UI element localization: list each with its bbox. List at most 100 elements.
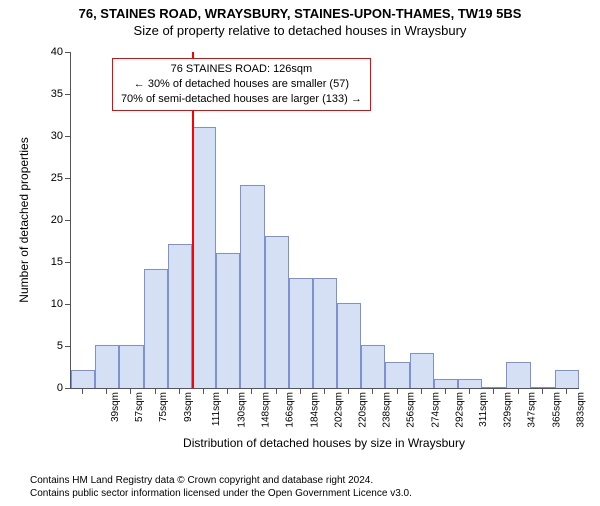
x-tick — [130, 388, 131, 394]
y-tick-label: 15 — [35, 256, 63, 268]
bar — [506, 362, 530, 388]
bar-slot — [506, 52, 530, 388]
x-tick-label: 220sqm — [358, 392, 369, 428]
y-tick — [65, 388, 71, 389]
bar-slot — [71, 52, 95, 388]
x-tick-label: 93sqm — [183, 392, 194, 422]
x-tick-label: 256sqm — [406, 392, 417, 428]
bar — [265, 236, 289, 388]
x-tick — [469, 388, 470, 394]
x-tick-label: 111sqm — [211, 392, 222, 426]
bar — [95, 345, 119, 388]
x-tick-label: 383sqm — [575, 392, 586, 428]
x-axis-label: Distribution of detached houses by size … — [70, 436, 578, 450]
y-tick — [65, 304, 71, 305]
x-tick — [155, 388, 156, 394]
plot-area: 051015202530354076 STAINES ROAD: 126sqm←… — [70, 52, 579, 389]
x-tick-label: 148sqm — [261, 392, 272, 428]
x-tick-label: 311sqm — [478, 392, 489, 427]
x-tick — [397, 388, 398, 394]
x-tick-label: 365sqm — [551, 392, 562, 428]
x-tick — [372, 388, 373, 394]
bar-slot — [385, 52, 409, 388]
x-tick-label: 39sqm — [110, 392, 121, 422]
x-tick-label: 347sqm — [527, 392, 538, 428]
attribution-line-1: Contains HM Land Registry data © Crown c… — [30, 474, 412, 487]
x-tick-label: 57sqm — [134, 392, 145, 422]
x-tick-label: 274sqm — [430, 392, 441, 428]
x-tick — [493, 388, 494, 394]
y-tick-label: 0 — [35, 382, 63, 394]
bar — [555, 370, 579, 388]
bar-slot — [458, 52, 482, 388]
y-tick — [65, 94, 71, 95]
bar-slot — [555, 52, 579, 388]
bar — [119, 345, 143, 388]
x-tick-label: 292sqm — [454, 392, 465, 428]
annotation-line: 70% of semi-detached houses are larger (… — [121, 92, 362, 107]
x-tick — [542, 388, 543, 394]
bar — [337, 303, 361, 388]
bar-slot — [410, 52, 434, 388]
bar — [434, 379, 458, 388]
x-tick-label: 202sqm — [333, 392, 344, 428]
bar — [168, 244, 192, 388]
chart-subtitle: Size of property relative to detached ho… — [0, 23, 600, 38]
annotation-line: ← 30% of detached houses are smaller (57… — [121, 77, 362, 92]
bar — [361, 345, 385, 388]
x-tick — [251, 388, 252, 394]
attribution-text: Contains HM Land Registry data © Crown c… — [30, 474, 412, 500]
x-tick-label: 238sqm — [382, 392, 393, 428]
histogram-chart: Number of detached properties 0510152025… — [28, 52, 588, 448]
bar — [216, 253, 240, 388]
bar — [71, 370, 95, 388]
page-title: 76, STAINES ROAD, WRAYSBURY, STAINES-UPO… — [0, 6, 600, 21]
y-tick — [65, 220, 71, 221]
y-tick-label: 20 — [35, 214, 63, 226]
x-tick — [421, 388, 422, 394]
x-tick — [276, 388, 277, 394]
y-tick-label: 30 — [35, 130, 63, 142]
x-tick — [203, 388, 204, 394]
x-tick — [566, 388, 567, 394]
y-tick-label: 5 — [35, 340, 63, 352]
x-tick-label: 75sqm — [158, 392, 169, 422]
bar-slot — [482, 52, 506, 388]
annotation-box: 76 STAINES ROAD: 126sqm← 30% of detached… — [112, 58, 371, 111]
x-tick — [518, 388, 519, 394]
x-tick — [300, 388, 301, 394]
x-tick — [445, 388, 446, 394]
bar — [458, 379, 482, 388]
y-tick-label: 25 — [35, 172, 63, 184]
y-tick — [65, 136, 71, 137]
bar — [240, 185, 264, 388]
y-axis-label: Number of detached properties — [17, 137, 31, 302]
x-tick-label: 184sqm — [309, 392, 320, 428]
attribution-line-2: Contains public sector information licen… — [30, 487, 412, 500]
x-tick-label: 329sqm — [503, 392, 514, 428]
annotation-line: 76 STAINES ROAD: 126sqm — [121, 62, 362, 77]
x-tick — [106, 388, 107, 394]
y-tick-label: 35 — [35, 88, 63, 100]
bar — [192, 127, 216, 388]
bar-slot — [434, 52, 458, 388]
x-tick — [324, 388, 325, 394]
bar — [313, 278, 337, 388]
y-tick — [65, 346, 71, 347]
bar — [385, 362, 409, 388]
y-tick-label: 40 — [35, 46, 63, 58]
bar-slot — [531, 52, 555, 388]
y-tick — [65, 178, 71, 179]
bar — [410, 353, 434, 388]
y-tick — [65, 262, 71, 263]
bar — [289, 278, 313, 388]
y-tick — [65, 52, 71, 53]
x-tick-label: 166sqm — [285, 392, 296, 428]
bar — [144, 269, 168, 388]
x-tick — [227, 388, 228, 394]
x-tick — [82, 388, 83, 394]
x-tick — [179, 388, 180, 394]
y-tick-label: 10 — [35, 298, 63, 310]
x-tick-label: 130sqm — [237, 392, 248, 428]
x-tick — [348, 388, 349, 394]
